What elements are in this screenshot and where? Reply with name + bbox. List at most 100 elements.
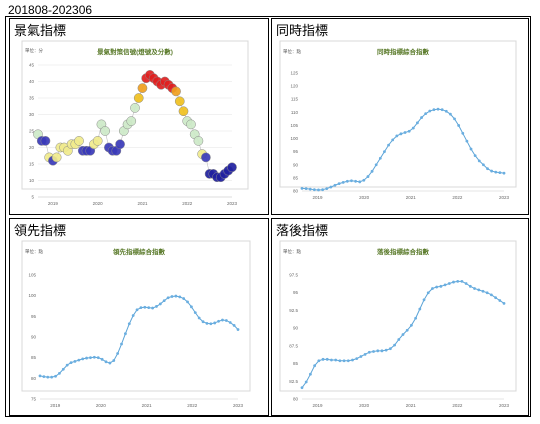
y-tick-label: 120 — [290, 84, 298, 89]
data-point — [428, 109, 432, 113]
data-point — [380, 349, 384, 353]
x-tick-label: 2019 — [313, 195, 324, 200]
y-tick-label: 40 — [29, 79, 35, 84]
signal-point — [51, 152, 62, 163]
data-point — [300, 386, 304, 390]
data-point — [422, 298, 426, 302]
data-point — [414, 316, 418, 320]
data-point — [372, 350, 375, 353]
data-point — [317, 188, 320, 192]
data-point — [321, 188, 325, 192]
data-point — [312, 188, 316, 192]
data-point — [221, 318, 224, 322]
leading-index-chart: 領先指標綜合指數 單位：點 75 80 85 90 95 100 105 2019 2020 2021… — [21, 240, 251, 408]
data-point — [418, 307, 422, 311]
y-tick-label: 85 — [293, 361, 299, 366]
x-tick-label: 2023 — [499, 403, 510, 408]
data-point — [321, 357, 325, 361]
data-point — [232, 324, 236, 327]
chart-card — [21, 240, 251, 392]
data-point — [96, 356, 100, 360]
data-point — [439, 284, 443, 288]
chart-title: 落後指標綜合指數 — [377, 247, 430, 256]
data-point — [139, 306, 143, 310]
data-point — [73, 359, 77, 363]
data-point — [469, 147, 473, 151]
unit-label: 單位：點 — [25, 248, 43, 255]
signal-point — [100, 126, 111, 136]
data-point — [50, 375, 54, 379]
y-tick-label: 105 — [290, 123, 298, 128]
data-point — [201, 320, 205, 324]
unit-label: 單位：點 — [283, 248, 301, 255]
chart-card — [279, 40, 517, 188]
x-tick-label: 2023 — [233, 403, 244, 408]
signal-point — [171, 86, 181, 97]
x-tick-label: 2020 — [93, 201, 104, 206]
y-tick-label: 25 — [29, 129, 35, 134]
data-point — [490, 169, 494, 173]
data-point — [431, 287, 434, 290]
chart-card — [279, 240, 517, 392]
data-point — [186, 300, 189, 304]
data-point — [209, 322, 213, 326]
data-point — [182, 297, 186, 300]
y-tick-label: 82.5 — [289, 379, 298, 384]
data-point — [158, 302, 162, 306]
data-point — [236, 328, 240, 331]
y-tick-label: 95 — [293, 290, 299, 295]
panel-title: 落後指標 — [276, 223, 329, 238]
y-tick-label: 80 — [293, 189, 299, 194]
y-tick-label: 75 — [31, 397, 37, 402]
data-point — [170, 295, 174, 298]
y-tick-label: 110 — [291, 110, 299, 115]
data-point — [388, 347, 392, 351]
data-point — [193, 311, 197, 315]
data-point — [502, 171, 506, 175]
data-point — [420, 116, 423, 119]
data-point — [308, 187, 312, 191]
panel-leading-indicator: 領先指標 領先指標綜合指數 單位：點 75 80 85 90 95 100 105 2019 202… — [9, 218, 269, 416]
data-point — [317, 359, 321, 363]
y-tick-label: 100 — [28, 293, 36, 298]
lagging-index-chart: 落後指標綜合指數 單位：點 80 82.5 85 87.5 90 92.5 95 97.5 2019… — [279, 240, 517, 408]
data-point — [313, 364, 317, 368]
data-point — [143, 305, 147, 309]
data-point — [334, 358, 338, 362]
data-point — [190, 305, 193, 309]
signal-point — [92, 136, 103, 146]
data-point — [465, 139, 469, 143]
data-point — [205, 321, 209, 325]
data-point — [410, 323, 413, 327]
y-tick-label: 90 — [293, 326, 299, 331]
data-point — [69, 361, 73, 365]
data-point — [370, 169, 374, 173]
data-point — [435, 285, 439, 289]
data-point — [481, 289, 485, 293]
y-tick-label: 80 — [31, 376, 37, 381]
data-point — [54, 374, 57, 378]
data-point — [449, 112, 452, 116]
data-point — [116, 352, 120, 355]
data-point — [456, 279, 460, 283]
data-point — [366, 175, 370, 178]
data-point — [397, 338, 401, 341]
y-tick-label: 90 — [31, 335, 37, 340]
data-point — [432, 108, 436, 112]
data-point — [228, 321, 232, 324]
data-point — [443, 283, 447, 287]
data-point — [174, 294, 178, 298]
signal-point — [193, 136, 204, 146]
data-point — [337, 182, 341, 186]
y-tick-label: 80 — [293, 397, 299, 402]
data-point — [300, 186, 304, 190]
signal-point — [178, 106, 189, 117]
y-tick-label: 87.5 — [289, 343, 298, 348]
data-point — [309, 372, 312, 376]
data-point — [473, 154, 477, 158]
unit-label: 單位：分 — [25, 47, 43, 54]
data-point — [444, 109, 448, 113]
x-tick-label: 2022 — [452, 195, 463, 200]
signal-point — [126, 116, 137, 126]
signal-point — [130, 103, 140, 113]
